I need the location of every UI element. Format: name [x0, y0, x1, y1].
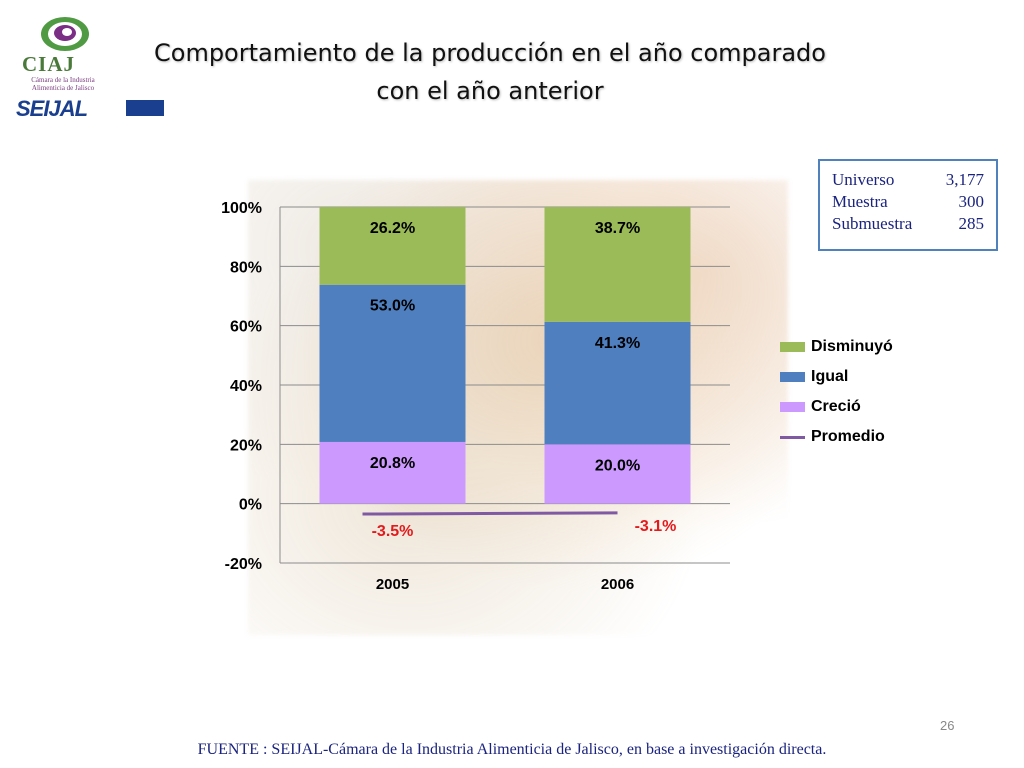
sample-row-muestra: Muestra 300: [832, 192, 984, 211]
seijal-logo-text: SEIJAL: [16, 96, 88, 121]
data-label-creció-2006: 20.0%: [595, 457, 640, 474]
y-tick-label: -20%: [225, 556, 262, 573]
logo-area: CIAJ Cámara de la Industria Alimenticia …: [14, 12, 169, 122]
bar-igual-2006: [544, 321, 691, 445]
sample-info-box: Universo 3,177 Muestra 300 Submuestra 285: [818, 159, 998, 251]
y-tick-label: 0%: [239, 497, 262, 514]
promedio-label-2005: -3.5%: [372, 523, 414, 540]
y-tick-label: 20%: [230, 437, 262, 454]
sample-row-universo: Universo 3,177: [832, 170, 984, 189]
bar-disminuyó-2005: [319, 207, 466, 285]
seijal-logo: SEIJAL: [14, 96, 166, 121]
bar-disminuyó-2006: [544, 207, 691, 322]
data-label-disminuyó-2006: 38.7%: [595, 220, 640, 237]
x-tick-label: 2005: [376, 576, 409, 593]
chart-legend: Disminuyó Igual Creció Promedio: [780, 332, 950, 452]
data-label-igual-2005: 53.0%: [370, 298, 415, 315]
legend-swatch-crecio: [780, 402, 805, 412]
y-tick-label: 100%: [221, 200, 262, 217]
legend-line-promedio: [780, 435, 805, 439]
promedio-label-2006: -3.1%: [635, 518, 677, 535]
legend-item-promedio: Promedio: [780, 422, 950, 452]
data-label-disminuyó-2005: 26.2%: [370, 220, 415, 237]
source-note: FUENTE : SEIJAL-Cámara de la Industria A…: [197, 741, 827, 758]
bar-creció-2006: [544, 444, 691, 504]
data-label-creció-2005: 20.8%: [370, 455, 415, 472]
ciaj-logo-icon: [41, 17, 89, 51]
ciaj-logo-subtitle: Cámara de la Industria Alimenticia de Ja…: [31, 76, 95, 92]
y-tick-label: 60%: [230, 319, 262, 336]
bar-creció-2005: [319, 441, 466, 504]
legend-swatch-disminuyo: [780, 342, 805, 352]
y-tick-label: 40%: [230, 378, 262, 395]
legend-item-igual: Igual: [780, 362, 950, 392]
ciaj-logo-text: CIAJ: [22, 52, 76, 76]
slide-title: Comportamiento de la producción en el añ…: [90, 34, 890, 110]
slide-title-line1: Comportamiento de la producción en el añ…: [154, 39, 826, 67]
seijal-logo-badge: [126, 100, 164, 116]
data-label-igual-2006: 41.3%: [595, 335, 640, 352]
legend-swatch-igual: [780, 372, 805, 382]
sample-row-submuestra: Submuestra 285: [832, 214, 984, 233]
x-tick-label: 2006: [601, 576, 634, 593]
y-tick-label: 80%: [230, 259, 262, 276]
legend-item-crecio: Creció: [780, 392, 950, 422]
page-number: 26: [940, 718, 955, 733]
promedio-line: [362, 511, 618, 516]
slide-title-line2: con el año anterior: [376, 77, 604, 105]
bar-igual-2005: [319, 284, 466, 442]
legend-item-disminuyo: Disminuyó: [780, 332, 950, 362]
